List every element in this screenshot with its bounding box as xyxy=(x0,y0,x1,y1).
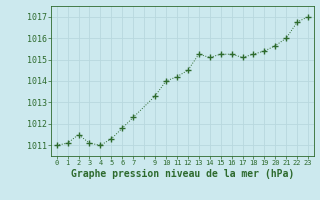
X-axis label: Graphe pression niveau de la mer (hPa): Graphe pression niveau de la mer (hPa) xyxy=(71,169,294,179)
